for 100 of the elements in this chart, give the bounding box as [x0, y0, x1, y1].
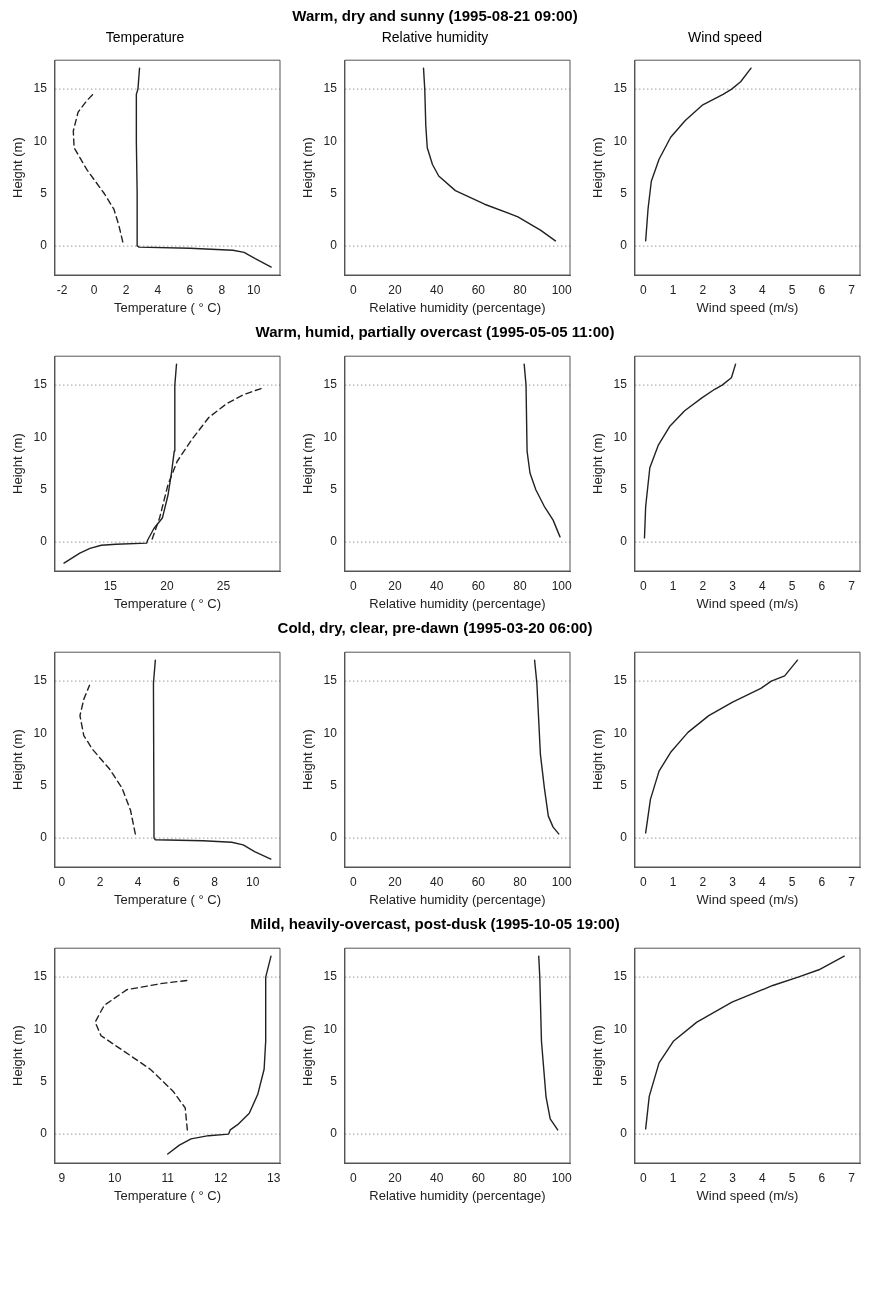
x-tick-label: 0 — [90, 282, 98, 297]
x-tick-label: 6 — [818, 1170, 826, 1185]
y-tick-label: 10 — [33, 725, 47, 740]
x-axis-title: Temperature ( ° C) — [113, 299, 221, 315]
x-tick-label: 2 — [698, 874, 706, 889]
chart-title: Mild, heavily-overcast, post-dusk (1995-10-05 19:00) — [250, 914, 620, 934]
y-tick-label: 5 — [329, 186, 337, 201]
x-tick-label: 1 — [669, 578, 677, 593]
y-tick-label: 0 — [619, 830, 627, 845]
y-tick-label: 15 — [323, 969, 337, 984]
y-axis-title: Height (m) — [9, 137, 25, 198]
y-tick-label: 0 — [39, 830, 47, 845]
x-tick-label: 4 — [758, 578, 766, 593]
chart-title: Warm, dry and sunny (1995-08-21 09:00) — [291, 6, 579, 26]
chart-subtitle: Temperature — [105, 28, 185, 47]
y-axis-title: Height (m) — [299, 729, 315, 790]
x-tick-label: 6 — [172, 874, 180, 889]
x-tick-label: 80 — [512, 282, 527, 297]
x-tick-label: 0 — [349, 578, 357, 593]
y-tick-label: 5 — [329, 778, 337, 793]
x-tick-label: 15 — [103, 578, 117, 593]
y-axis-title: Height (m) — [589, 729, 605, 790]
x-tick-label: 100 — [551, 874, 572, 889]
x-tick-label: 1 — [669, 282, 677, 297]
y-tick-label: 15 — [33, 673, 47, 688]
x-tick-label: 2 — [122, 282, 130, 297]
x-tick-label: 20 — [387, 874, 402, 889]
x-tick-label: 8 — [217, 282, 225, 297]
x-tick-label: 6 — [818, 874, 826, 889]
x-tick-label: 0 — [639, 1170, 647, 1185]
x-tick-label: 100 — [551, 1170, 572, 1185]
y-tick-label: 0 — [619, 1126, 627, 1141]
x-tick-label: 25 — [216, 578, 230, 593]
x-tick-label: 5 — [788, 874, 796, 889]
x-axis-title: Wind speed (m/s) — [696, 299, 798, 315]
y-tick-label: 0 — [329, 534, 337, 549]
line-series — [72, 92, 123, 243]
x-axis-title: Relative humidity (percentage) — [368, 1187, 546, 1203]
x-tick-label: 40 — [429, 1170, 444, 1185]
y-tick-label: 0 — [39, 238, 47, 253]
y-tick-label: 15 — [33, 969, 47, 984]
y-axis-title: Height (m) — [589, 433, 605, 494]
x-tick-label: 100 — [551, 282, 572, 297]
x-tick-label: 20 — [159, 578, 174, 593]
x-tick-label: 3 — [728, 874, 736, 889]
x-axis-title: Wind speed (m/s) — [696, 1187, 798, 1203]
y-tick-label: 15 — [33, 377, 47, 392]
x-tick-label: 0 — [57, 874, 65, 889]
x-tick-label: -2 — [56, 282, 68, 297]
x-tick-label: 5 — [788, 1170, 796, 1185]
y-tick-label: 0 — [329, 830, 337, 845]
x-tick-label: 9 — [57, 1170, 65, 1185]
x-axis-title: Relative humidity (percentage) — [368, 595, 546, 611]
y-tick-label: 5 — [619, 482, 627, 497]
y-tick-label: 10 — [613, 725, 627, 740]
x-tick-label: 0 — [349, 874, 357, 889]
x-tick-label: 5 — [788, 578, 796, 593]
y-tick-label: 10 — [613, 133, 627, 148]
y-tick-label: 0 — [619, 534, 627, 549]
y-axis-title: Height (m) — [9, 729, 25, 790]
y-tick-label: 0 — [619, 238, 627, 253]
x-tick-label: 10 — [107, 1170, 122, 1185]
y-axis-title: Height (m) — [9, 1025, 25, 1086]
x-tick-label: 7 — [847, 874, 855, 889]
y-tick-label: 15 — [613, 377, 627, 392]
y-tick-label: 5 — [619, 778, 627, 793]
y-tick-label: 15 — [323, 377, 337, 392]
y-tick-label: 15 — [613, 969, 627, 984]
x-tick-label: 10 — [245, 874, 260, 889]
y-tick-label: 5 — [329, 482, 337, 497]
x-tick-label: 4 — [154, 282, 162, 297]
x-tick-label: 60 — [471, 578, 485, 593]
x-tick-label: 4 — [758, 874, 766, 889]
x-tick-label: 2 — [96, 874, 104, 889]
y-tick-label: 15 — [33, 81, 47, 96]
y-tick-label: 5 — [39, 186, 47, 201]
x-tick-label: 4 — [134, 874, 142, 889]
x-tick-label: 100 — [551, 578, 572, 593]
y-tick-label: 15 — [613, 81, 627, 96]
chart-title: Cold, dry, clear, pre-dawn (1995-03-20 06:00) — [277, 618, 593, 638]
x-tick-label: 3 — [728, 282, 736, 297]
y-tick-label: 0 — [329, 238, 337, 253]
y-axis-title: Height (m) — [589, 137, 605, 198]
x-tick-label: 0 — [639, 282, 647, 297]
x-tick-label: 0 — [639, 578, 647, 593]
x-tick-label: 6 — [818, 578, 826, 593]
x-tick-label: 12 — [213, 1170, 228, 1185]
x-tick-label: 11 — [161, 1170, 174, 1185]
y-tick-label: 10 — [33, 429, 47, 444]
x-axis-title: Temperature ( ° C) — [113, 891, 221, 907]
x-tick-label: 6 — [185, 282, 193, 297]
x-tick-label: 7 — [847, 282, 855, 297]
x-tick-label: 1 — [669, 1170, 677, 1185]
y-tick-label: 10 — [323, 429, 337, 444]
x-tick-label: 3 — [728, 1170, 736, 1185]
x-tick-label: 0 — [349, 1170, 357, 1185]
x-axis-title: Wind speed (m/s) — [696, 595, 798, 611]
x-axis-title: Wind speed (m/s) — [696, 891, 798, 907]
x-tick-label: 1 — [669, 874, 677, 889]
y-tick-label: 0 — [39, 534, 47, 549]
